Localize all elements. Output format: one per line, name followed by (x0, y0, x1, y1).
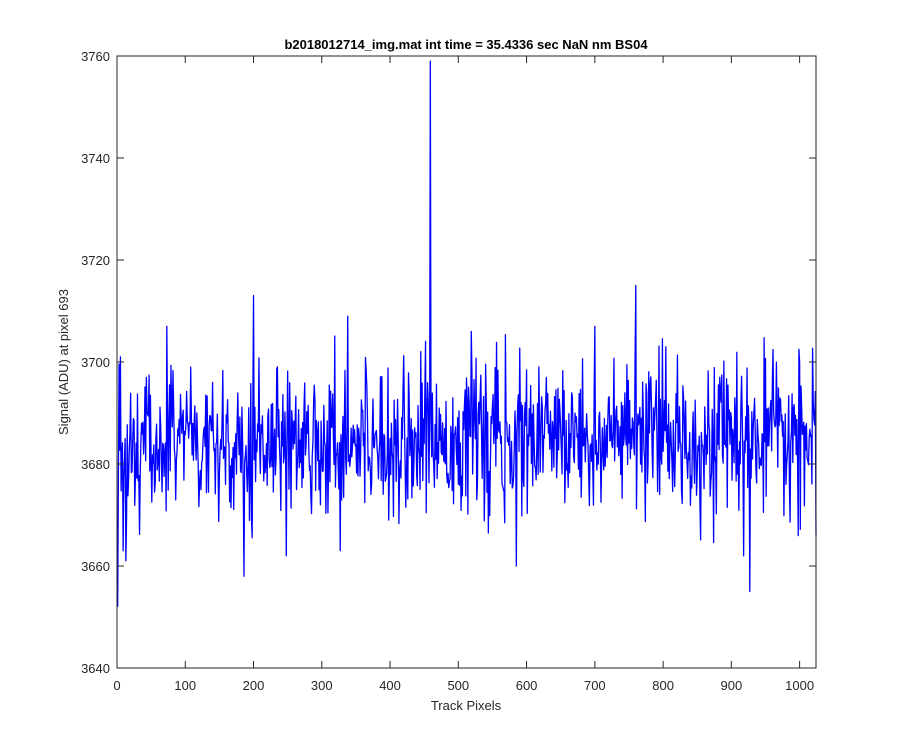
x-tick-label: 1000 (785, 678, 814, 693)
x-tick-label: 500 (447, 678, 469, 693)
y-tick-label: 3680 (81, 457, 110, 472)
plot-background (117, 56, 816, 668)
series-layer (117, 60, 817, 607)
x-tick-label: 600 (516, 678, 538, 693)
y-tick-label: 3740 (81, 151, 110, 166)
y-tick-label: 3700 (81, 355, 110, 370)
y-tick-label: 3760 (81, 49, 110, 64)
y-axis-ticks: 3640 3660 3680 3700 3720 3740 3760 (81, 49, 816, 676)
x-tick-label: 300 (311, 678, 333, 693)
x-tick-label: 100 (174, 678, 196, 693)
x-axis-label: Track Pixels (431, 698, 502, 713)
x-axis-ticks: 0 100 200 300 400 500 600 700 800 900 1000 (113, 56, 814, 693)
plot-area: 0 100 200 300 400 500 600 700 800 900 1000 3640 366… (81, 49, 817, 693)
y-tick-label: 3640 (81, 661, 110, 676)
x-tick-label: 200 (243, 678, 265, 693)
signal-series-line (117, 60, 817, 607)
x-tick-label: 800 (652, 678, 674, 693)
x-tick-label: 900 (721, 678, 743, 693)
y-tick-label: 3720 (81, 253, 110, 268)
x-tick-label: 700 (584, 678, 606, 693)
y-axis-label: Signal (ADU) at pixel 693 (56, 289, 71, 435)
chart-title: b2018012714_img.mat int time = 35.4336 s… (284, 37, 648, 52)
x-tick-label: 0 (113, 678, 120, 693)
y-tick-label: 3660 (81, 559, 110, 574)
x-tick-label: 400 (379, 678, 401, 693)
